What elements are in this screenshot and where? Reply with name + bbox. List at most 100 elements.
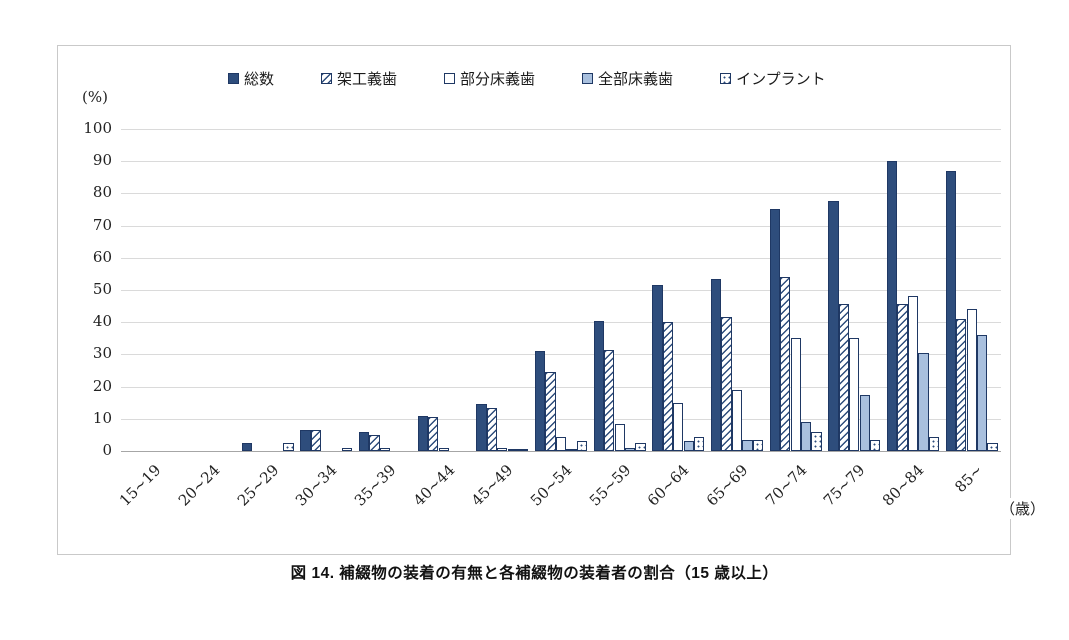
- x-axis-label: 65~69: [703, 461, 752, 510]
- legend-swatch-icon: [720, 73, 732, 84]
- y-axis-tick-label: 100: [83, 119, 112, 137]
- x-axis-label-wrap: 50~54: [453, 461, 576, 510]
- bar-全部床義歯-85~: [976, 335, 988, 451]
- bar-部分床義歯-80~84: [907, 296, 919, 451]
- y-axis-unit-label: (%): [82, 88, 108, 106]
- bar-インプラント-50~54: [576, 441, 587, 451]
- bar-架工義歯-70~74: [780, 277, 791, 451]
- figure-caption: 図 14. 補綴物の装着の有無と各補綴物の装着者の割合（15 歳以上）: [290, 565, 779, 582]
- bar-架工義歯-40~44: [428, 417, 439, 451]
- gridline: [121, 322, 1001, 323]
- x-axis-label-wrap: 20~24: [101, 461, 224, 510]
- x-axis-label: 75~79: [820, 461, 869, 510]
- bar-部分床義歯-60~64: [673, 403, 684, 451]
- x-axis-label: 15~19: [116, 461, 165, 510]
- legend-item-1: 総数: [228, 68, 274, 89]
- bar-部分床義歯-65~69: [731, 390, 743, 451]
- bar-インプラント-75~79: [869, 440, 881, 451]
- bar-架工義歯-30~34: [310, 430, 322, 451]
- gridline: [121, 258, 1001, 259]
- y-axis-tick-label: 30: [92, 344, 112, 362]
- bar-全部床義歯-60~64: [683, 441, 694, 451]
- x-axis-label: 35~39: [351, 461, 400, 510]
- gridline: [121, 193, 1001, 194]
- gridline: [121, 451, 1001, 452]
- x-axis-label-wrap: 35~39: [277, 461, 400, 510]
- bar-架工義歯-55~59: [604, 350, 615, 451]
- bar-総数-55~59: [593, 321, 605, 451]
- x-axis-label: 30~34: [292, 461, 341, 510]
- gridline: [121, 419, 1001, 420]
- bar-総数-45~49: [476, 404, 487, 451]
- bar-全部床義歯-70~74: [800, 422, 812, 451]
- bar-総数-35~39: [359, 432, 370, 451]
- bar-インプラント-85~: [987, 443, 998, 451]
- x-axis-label-wrap: 70~74: [688, 461, 811, 510]
- x-axis-label: 85~: [951, 461, 987, 497]
- x-axis-label-wrap: 25~29: [160, 461, 283, 510]
- bar-インプラント-45~49: [517, 449, 529, 451]
- bar-総数-80~84: [887, 161, 898, 451]
- legend-label: インプラント: [736, 71, 826, 88]
- bar-総数-25~29: [241, 443, 253, 451]
- legend-swatch-icon: [228, 73, 239, 84]
- y-axis-tick-label: 60: [92, 248, 112, 266]
- x-axis-unit-label: （歳）: [998, 498, 1048, 519]
- x-axis-label-wrap: 60~64: [570, 461, 693, 510]
- bar-総数-75~79: [828, 201, 839, 451]
- bar-総数-50~54: [535, 351, 546, 451]
- x-axis-label-wrap: 55~59: [512, 461, 635, 510]
- bar-架工義歯-65~69: [721, 317, 732, 451]
- legend-item-5: インプラント: [720, 68, 826, 89]
- gridline: [121, 226, 1001, 227]
- x-axis-label: 20~24: [175, 461, 224, 510]
- legend-label: 部分床義歯: [460, 71, 536, 88]
- bar-全部床義歯-75~79: [859, 395, 870, 451]
- gridline: [121, 354, 1001, 355]
- bar-架工義歯-35~39: [369, 435, 380, 451]
- x-axis-label-wrap: 30~34: [218, 461, 341, 510]
- legend-item-3: 部分床義歯: [444, 68, 535, 89]
- y-axis-tick-label: 50: [92, 280, 112, 298]
- bar-インプラント-55~59: [635, 443, 646, 451]
- x-axis-label-wrap: 65~69: [629, 461, 752, 510]
- x-axis-label-wrap: 85~: [864, 461, 987, 496]
- bar-総数-85~: [945, 171, 957, 451]
- gridline: [121, 290, 1001, 291]
- legend-label: 総数: [244, 71, 275, 88]
- bar-インプラント-25~29: [283, 443, 294, 451]
- y-axis-tick-label: 40: [92, 312, 112, 330]
- x-axis-label-wrap: 80~84: [805, 461, 928, 510]
- legend-item-2: 架工義歯: [321, 68, 397, 89]
- bar-インプラント-60~64: [693, 437, 705, 451]
- bar-インプラント-30~34: [341, 448, 353, 451]
- x-axis-label-wrap: 75~79: [746, 461, 869, 510]
- chart: 総数 架工義歯 部分床義歯 全部床義歯 インプラント (%) 0 10 20 30 40 50 60…: [57, 45, 1011, 555]
- bar-インプラント-80~84: [928, 437, 939, 451]
- gridline: [121, 161, 1001, 162]
- legend-item-4: 全部床義歯: [582, 68, 673, 89]
- bar-架工義歯-80~84: [897, 304, 908, 451]
- legend-swatch-icon: [444, 73, 456, 84]
- y-axis-tick-label: 70: [92, 216, 112, 234]
- plot-area: [121, 129, 1001, 452]
- bar-部分床義歯-75~79: [849, 338, 860, 451]
- bar-架工義歯-60~64: [662, 322, 674, 451]
- x-axis-label: 60~64: [644, 461, 693, 510]
- x-axis-label: 70~74: [762, 461, 811, 510]
- bar-全部床義歯-80~84: [918, 353, 929, 451]
- x-axis-label-wrap: 15~19: [42, 461, 165, 510]
- x-axis-label: 55~59: [586, 461, 635, 510]
- x-axis-label-wrap: 45~49: [394, 461, 517, 510]
- legend-label: 架工義歯: [337, 71, 398, 88]
- x-axis-label: 80~84: [879, 461, 928, 510]
- bar-総数-60~64: [652, 285, 663, 451]
- bar-総数-70~74: [769, 209, 781, 451]
- bar-架工義歯-85~: [956, 319, 967, 451]
- bar-部分床義歯-55~59: [614, 424, 625, 451]
- x-axis-label: 40~44: [410, 461, 459, 510]
- bar-全部床義歯-55~59: [624, 448, 636, 451]
- bar-部分床義歯-40~44: [438, 448, 449, 451]
- bar-総数-30~34: [300, 430, 311, 451]
